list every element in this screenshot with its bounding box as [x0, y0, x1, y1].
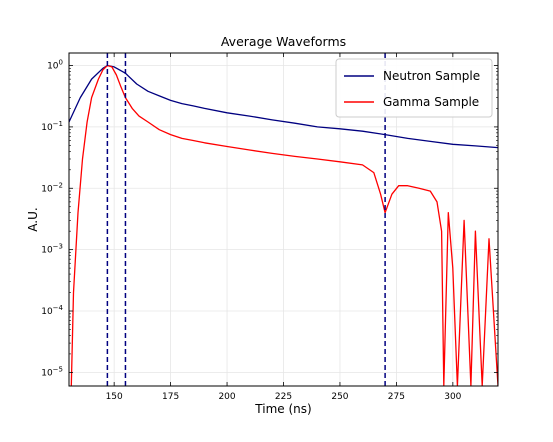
- y-tick-label: 10−1: [41, 120, 63, 133]
- x-tick-label: 175: [162, 392, 179, 402]
- y-tick-label: 10−5: [41, 365, 63, 378]
- y-tick-label: 10−2: [41, 181, 63, 194]
- x-axis-label: Time (ns): [254, 402, 311, 416]
- y-tick-label: 100: [47, 59, 63, 72]
- x-tick-label: 200: [218, 392, 235, 402]
- y-tick-exponent: 0: [59, 59, 63, 67]
- y-tick-label: 10−4: [41, 304, 63, 317]
- y-tick-base: 10: [41, 307, 53, 317]
- y-tick-exponent: −5: [53, 365, 63, 373]
- legend-label-neutron: Neutron Sample: [383, 69, 480, 83]
- y-tick-exponent: −4: [53, 304, 64, 312]
- x-tick-label: 250: [331, 392, 348, 402]
- x-tick-label: 300: [444, 392, 461, 402]
- legend-box: [335, 58, 493, 118]
- y-tick-exponent: −2: [53, 181, 63, 189]
- y-tick-base: 10: [41, 246, 53, 256]
- y-tick-exponent: −1: [53, 120, 63, 128]
- y-tick-base: 10: [41, 184, 53, 194]
- x-tick-label: 225: [275, 392, 292, 402]
- y-axis-label: A.U.: [26, 207, 40, 231]
- y-tick-label: 10−3: [41, 243, 63, 256]
- y-tick-base: 10: [41, 123, 53, 133]
- legend-label-gamma: Gamma Sample: [383, 95, 479, 109]
- chart-title: Average Waveforms: [221, 34, 346, 49]
- x-tick-label: 275: [388, 392, 405, 402]
- legend: Neutron Sample Gamma Sample: [335, 58, 493, 118]
- y-tick-base: 10: [47, 62, 59, 72]
- x-tick-label: 150: [106, 392, 123, 402]
- y-tick-exponent: −3: [53, 243, 63, 251]
- series-line-gamma: [70, 64, 498, 386]
- y-tick-base: 10: [41, 368, 53, 378]
